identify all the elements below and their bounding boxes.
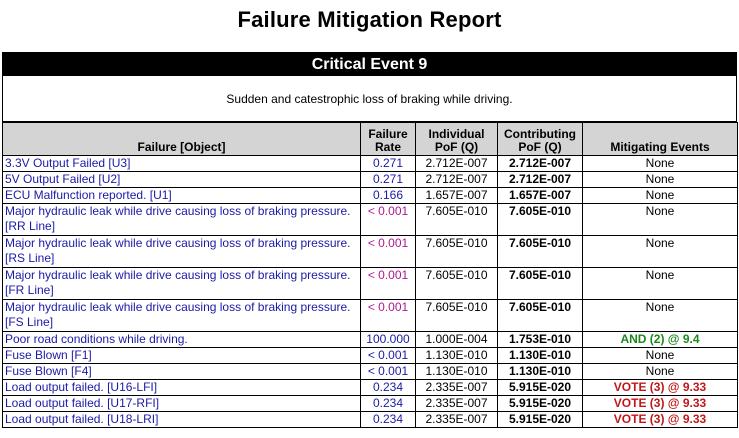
mitigating-events: None [582, 155, 738, 172]
table-row: Load output failed. [U17-RFI] 0.234 2.33… [2, 395, 738, 412]
failure-rate: 0.271 [360, 155, 416, 172]
table-row: Major hydraulic leak while drive causing… [2, 267, 738, 300]
contributing-pof: 5.915E-020 [497, 395, 583, 412]
contributing-pof: 7.605E-010 [497, 235, 583, 268]
mitigating-events: None [582, 363, 738, 380]
contributing-pof: 2.712E-007 [497, 171, 583, 188]
individual-pof: 2.335E-007 [415, 395, 498, 412]
failure-name: Major hydraulic leak while drive causing… [2, 267, 361, 300]
individual-pof: 2.712E-007 [415, 171, 498, 188]
mitigating-events: AND (2) @ 9.4 [582, 331, 738, 348]
failure-name: 3.3V Output Failed [U3] [2, 155, 361, 172]
failure-name: ECU Malfunction reported. [U1] [2, 187, 361, 204]
failure-name: 5V Output Failed [U2] [2, 171, 361, 188]
failure-rate: < 0.001 [360, 235, 416, 268]
column-header-rate: Failure Rate [360, 122, 416, 156]
mitigating-events: None [582, 299, 738, 332]
contributing-pof: 1.130E-010 [497, 347, 583, 364]
individual-pof: 7.605E-010 [415, 299, 498, 332]
column-header-contributing-pof: Contributing PoF (Q) [497, 122, 583, 156]
table-row: Major hydraulic leak while drive causing… [2, 235, 738, 268]
failure-name: Major hydraulic leak while drive causing… [2, 299, 361, 332]
individual-pof: 2.335E-007 [415, 379, 498, 396]
individual-pof: 2.335E-007 [415, 411, 498, 428]
table-row: Fuse Blown [F4] < 0.001 1.130E-010 1.130… [2, 363, 738, 380]
mitigating-events: VOTE (3) @ 9.33 [582, 379, 738, 396]
failure-name: Fuse Blown [F4] [2, 363, 361, 380]
failure-rate: 0.234 [360, 379, 416, 396]
contributing-pof: 1.657E-007 [497, 187, 583, 204]
failure-name: Load output failed. [U16-LFI] [2, 379, 361, 396]
mitigating-events: None [582, 187, 738, 204]
table-row: 5V Output Failed [U2] 0.271 2.712E-007 2… [2, 171, 738, 188]
individual-pof: 1.130E-010 [415, 347, 498, 364]
individual-pof: 1.000E-004 [415, 331, 498, 348]
failure-name: Poor road conditions while driving. [2, 331, 361, 348]
failure-name: Major hydraulic leak while drive causing… [2, 203, 361, 236]
failure-rate: 0.166 [360, 187, 416, 204]
contributing-pof: 7.605E-010 [497, 203, 583, 236]
failure-name: Major hydraulic leak while drive causing… [2, 235, 361, 268]
failure-rate: < 0.001 [360, 299, 416, 332]
mitigating-events: None [582, 203, 738, 236]
table-row: Major hydraulic leak while drive causing… [2, 299, 738, 332]
mitigating-events: None [582, 267, 738, 300]
table-header-row: Failure [Object] Failure Rate Individual… [2, 122, 738, 156]
mitigating-events: None [582, 235, 738, 268]
mitigating-events: None [582, 171, 738, 188]
individual-pof: 2.712E-007 [415, 155, 498, 172]
individual-pof: 7.605E-010 [415, 203, 498, 236]
failure-rate: 100.000 [360, 331, 416, 348]
table-row: ECU Malfunction reported. [U1] 0.166 1.6… [2, 187, 738, 204]
table-row: 3.3V Output Failed [U3] 0.271 2.712E-007… [2, 155, 738, 172]
individual-pof: 1.130E-010 [415, 363, 498, 380]
column-header-failure: Failure [Object] [2, 122, 361, 156]
contributing-pof: 2.712E-007 [497, 155, 583, 172]
report-title: Failure Mitigation Report [237, 7, 502, 32]
contributing-pof: 1.753E-010 [497, 331, 583, 348]
table-row: Load output failed. [U16-LFI] 0.234 2.33… [2, 379, 738, 396]
failure-name: Fuse Blown [F1] [2, 347, 361, 364]
failure-table: Failure [Object] Failure Rate Individual… [2, 122, 738, 428]
contributing-pof: 5.915E-020 [497, 379, 583, 396]
table-row: Poor road conditions while driving. 100.… [2, 331, 738, 348]
contributing-pof: 7.605E-010 [497, 267, 583, 300]
failure-name: Load output failed. [U17-RFI] [2, 395, 361, 412]
failure-rate: < 0.001 [360, 203, 416, 236]
mitigating-events: VOTE (3) @ 9.33 [582, 411, 738, 428]
failure-rate: < 0.001 [360, 363, 416, 380]
mitigating-events: None [582, 347, 738, 364]
individual-pof: 7.605E-010 [415, 235, 498, 268]
failure-rate: 0.271 [360, 171, 416, 188]
mitigating-events: VOTE (3) @ 9.33 [582, 395, 738, 412]
failure-rate: < 0.001 [360, 347, 416, 364]
failure-name: Load output failed. [U18-LRI] [2, 411, 361, 428]
contributing-pof: 1.130E-010 [497, 363, 583, 380]
critical-event-description: Sudden and catestrophic loss of braking … [226, 92, 513, 106]
individual-pof: 7.605E-010 [415, 267, 498, 300]
critical-event-header: Critical Event 9 [3, 53, 736, 76]
failure-rate: 0.234 [360, 395, 416, 412]
failure-rate: < 0.001 [360, 267, 416, 300]
table-row: Load output failed. [U18-LRI] 0.234 2.33… [2, 411, 738, 428]
critical-event-panel: Critical Event 9 Sudden and catestrophic… [2, 52, 737, 122]
table-row: Major hydraulic leak while drive causing… [2, 203, 738, 236]
contributing-pof: 5.915E-020 [497, 411, 583, 428]
column-header-individual-pof: Individual PoF (Q) [415, 122, 498, 156]
failure-rate: 0.234 [360, 411, 416, 428]
contributing-pof: 7.605E-010 [497, 299, 583, 332]
table-row: Fuse Blown [F1] < 0.001 1.130E-010 1.130… [2, 347, 738, 364]
column-header-mitigating-events: Mitigating Events [582, 122, 738, 156]
individual-pof: 1.657E-007 [415, 187, 498, 204]
